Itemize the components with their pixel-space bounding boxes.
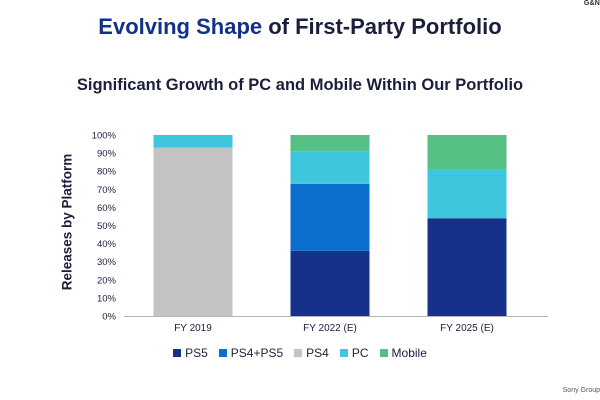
y-tick-label: 80% — [97, 167, 117, 178]
legend-swatch — [218, 349, 227, 357]
legend-item: PC — [339, 346, 369, 360]
y-tick-label: 50% — [97, 221, 117, 232]
y-tick-label: 90% — [97, 149, 117, 160]
legend-item: PS5 — [173, 346, 208, 360]
legend-label: PS4+PS5 — [230, 346, 284, 360]
legend-swatch — [294, 349, 303, 357]
legend-swatch — [379, 349, 388, 357]
x-tick-label: FY 2022 (E) — [303, 323, 357, 334]
bar-segment-mobile — [290, 135, 370, 152]
y-tick-label: 20% — [97, 275, 117, 286]
x-tick-label: FY 2025 (E) — [440, 323, 494, 334]
legend-item: PS4 — [294, 346, 329, 360]
y-tick-label: 10% — [97, 293, 117, 304]
bar-segment-mobile — [427, 135, 507, 170]
y-tick-label: 70% — [97, 185, 117, 196]
legend-item: Mobile — [379, 346, 427, 360]
footer-text: Sony Group — [562, 387, 600, 394]
y-tick-label: 30% — [97, 257, 117, 268]
legend-label: PS5 — [185, 346, 208, 360]
bar-segment-ps4 — [153, 147, 233, 316]
legend-swatch — [173, 349, 182, 357]
legend-label: PC — [351, 346, 369, 360]
bar-segment-ps5 — [290, 250, 370, 316]
title-rest: of First-Party Portfolio — [262, 14, 502, 39]
page-title: Evolving Shape of First-Party Portfolio — [0, 14, 600, 40]
legend-label: PS4 — [306, 346, 329, 360]
y-tick-label: 40% — [97, 239, 117, 250]
bar-segment-pc — [290, 151, 370, 184]
y-tick-label: 60% — [97, 203, 117, 214]
legend-item: PS4+PS5 — [218, 346, 284, 360]
chart-legend: PS5 PS4+PS5 PS4 PC Mobile — [0, 346, 600, 360]
y-tick-label: 100% — [92, 131, 117, 142]
bar-segment-pc — [153, 135, 233, 148]
x-tick-label: FY 2019 — [174, 323, 212, 334]
bar-segment-pc — [427, 169, 507, 219]
corner-tag: G&N — [583, 0, 600, 7]
title-accent: Evolving Shape — [98, 14, 263, 39]
chart-subtitle: Significant Growth of PC and Mobile With… — [76, 76, 524, 94]
y-tick-label: 0% — [102, 312, 116, 323]
legend-label: Mobile — [391, 346, 427, 360]
legend-swatch — [339, 349, 348, 357]
bar-segment-ps4-ps5 — [290, 183, 370, 251]
bar-segment-ps5 — [427, 218, 507, 316]
